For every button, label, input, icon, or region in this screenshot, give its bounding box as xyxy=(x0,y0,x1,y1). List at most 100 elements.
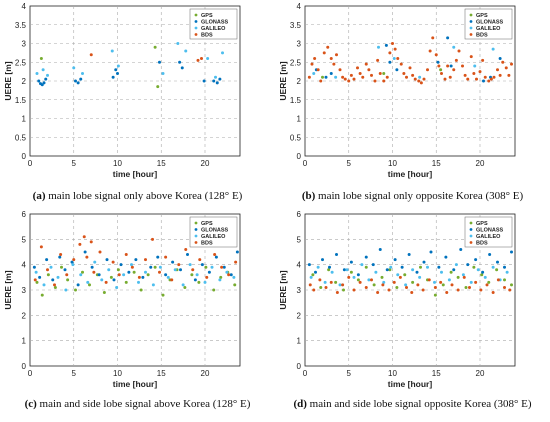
data-point-bds xyxy=(387,288,391,292)
y-tick-label: 1 xyxy=(22,337,27,346)
chart-panel-0: 0 0.5 1 1.5 2 2.5 3 3.5 4 0 5 10 15 20 time [hour] UERE… xyxy=(3,2,241,179)
data-point-galileo xyxy=(188,263,192,267)
legend-marker xyxy=(469,33,473,36)
legend-entry: GLONASS xyxy=(476,228,504,234)
data-point-bds xyxy=(468,285,471,289)
data-point-glonass xyxy=(111,75,115,79)
data-point-glonass xyxy=(329,72,333,75)
data-point-galileo xyxy=(218,278,222,282)
x-tick-label: 5 xyxy=(72,369,77,378)
data-point-bds xyxy=(356,66,359,70)
data-point-bds xyxy=(491,291,495,295)
data-point-bds xyxy=(431,36,435,40)
data-point-bds xyxy=(367,68,371,72)
data-point-gps xyxy=(116,268,120,272)
x-tick-label: 5 xyxy=(347,159,352,168)
data-point-bds xyxy=(117,273,121,277)
y-axis-label: UERE [m] xyxy=(278,61,288,100)
legend-entry: GPS xyxy=(201,221,213,227)
data-point-bds xyxy=(481,58,485,62)
y-axis-label: UERE [m] xyxy=(278,270,288,309)
data-point-gps xyxy=(53,285,57,289)
data-point-bds xyxy=(322,51,326,55)
data-point-galileo xyxy=(110,49,114,53)
data-point-bds xyxy=(408,66,412,70)
data-point-galileo xyxy=(71,263,75,267)
data-point-glonass xyxy=(314,270,317,274)
caption-tag: (a) xyxy=(32,190,46,202)
data-point-galileo xyxy=(93,260,97,264)
data-point-glonass xyxy=(481,270,485,274)
y-tick-label: 6 xyxy=(297,210,302,219)
data-point-galileo xyxy=(166,275,170,279)
data-point-gps xyxy=(433,293,437,297)
legend-marker xyxy=(194,20,198,23)
data-point-bds xyxy=(341,283,345,287)
data-point-gps xyxy=(395,285,399,289)
data-point-glonass xyxy=(42,81,46,85)
data-point-bds xyxy=(410,291,414,295)
data-point-bds xyxy=(422,77,426,81)
x-tick-label: 15 xyxy=(432,369,441,378)
y-tick-label: 3 xyxy=(22,40,27,49)
data-point-bds xyxy=(376,58,380,62)
data-point-glonass xyxy=(393,258,397,262)
data-point-glonass xyxy=(76,283,80,287)
data-point-glonass xyxy=(76,81,80,85)
data-point-gps xyxy=(388,268,392,272)
data-point-glonass xyxy=(127,270,131,274)
x-tick-label: 10 xyxy=(113,369,122,378)
data-point-glonass xyxy=(364,255,368,259)
x-tick-label: 15 xyxy=(157,369,166,378)
data-point-gps xyxy=(35,280,39,284)
data-point-glonass xyxy=(466,263,470,267)
data-point-bds xyxy=(391,42,394,45)
data-point-glonass xyxy=(482,79,485,83)
y-axis-label: UERE [m] xyxy=(3,61,13,100)
data-point-galileo xyxy=(100,278,104,282)
data-point-gps xyxy=(364,265,368,269)
data-point-galileo xyxy=(72,66,76,70)
x-axis-label: time [hour] xyxy=(388,169,433,179)
data-point-bds xyxy=(382,79,386,83)
data-point-glonass xyxy=(112,278,116,282)
data-point-gps xyxy=(464,285,468,289)
data-point-galileo xyxy=(374,270,378,274)
data-point-bds xyxy=(164,255,168,259)
data-point-bds xyxy=(137,275,141,279)
figure-caption: (a) main lobe signal only above Korea (1… xyxy=(0,190,275,202)
data-point-bds xyxy=(332,62,336,66)
data-point-galileo xyxy=(56,275,60,279)
data-point-gps xyxy=(480,273,484,277)
data-point-galileo xyxy=(49,265,53,269)
data-point-galileo xyxy=(64,288,68,292)
data-point-glonass xyxy=(179,268,182,272)
data-point-bds xyxy=(72,258,76,262)
data-point-bds xyxy=(454,58,458,62)
data-point-bds xyxy=(349,73,353,77)
legend-entry: GPS xyxy=(201,13,213,19)
data-point-glonass xyxy=(444,255,448,259)
data-point-bds xyxy=(393,47,397,51)
data-point-glonass xyxy=(178,60,182,64)
data-point-glonass xyxy=(342,268,346,272)
data-point-galileo xyxy=(360,263,364,267)
data-point-gps xyxy=(403,273,407,277)
y-tick-label: 0 xyxy=(297,362,302,371)
data-point-glonass xyxy=(193,278,197,282)
data-point-glonass xyxy=(324,75,328,79)
data-point-bds xyxy=(448,75,452,79)
data-point-galileo xyxy=(461,273,465,277)
data-point-glonass xyxy=(180,66,184,70)
data-point-gps xyxy=(197,280,201,284)
data-point-bds xyxy=(82,235,86,239)
legend-marker xyxy=(194,234,198,238)
data-point-bds xyxy=(396,57,400,60)
data-point-galileo xyxy=(491,47,495,51)
data-point-bds xyxy=(158,270,161,274)
legend-marker xyxy=(194,228,198,231)
data-point-glonass xyxy=(156,255,160,259)
data-point-bds xyxy=(474,280,478,284)
data-point-bds xyxy=(316,68,320,72)
